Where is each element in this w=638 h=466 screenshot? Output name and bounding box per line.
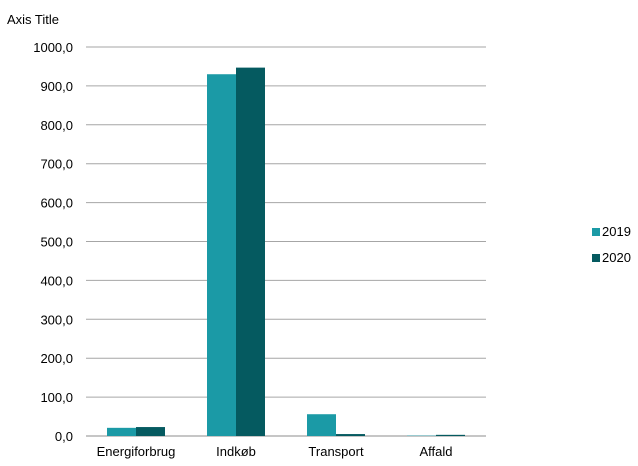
bar-2020-3 [436,435,465,436]
legend: 2019 2020 [592,224,631,265]
y-tick-label: 200,0 [40,351,73,366]
y-tick-label: 900,0 [40,79,73,94]
y-tick-label: 400,0 [40,273,73,288]
bar-2020-1 [236,68,265,436]
legend-swatch-2020 [592,254,600,262]
bar-2020-0 [136,427,165,436]
legend-label: 2019 [602,224,631,239]
y-tick-label: 100,0 [40,390,73,405]
legend-label: 2020 [602,250,631,265]
y-tick-label: 800,0 [40,118,73,133]
bars [107,68,465,436]
y-tick-label: 1000,0 [33,40,73,55]
bar-2019-0 [107,428,136,436]
legend-swatch-2019 [592,228,600,236]
x-tick-label: Indkøb [216,444,256,459]
gridlines [86,47,486,436]
x-tick-label: Affald [419,444,452,459]
bar-2020-2 [336,434,365,436]
x-tick-label: Energiforbrug [97,444,176,459]
y-tick-label: 500,0 [40,235,73,250]
y-tick-label: 600,0 [40,196,73,211]
y-axis-title: Axis Title [7,12,59,27]
bar-2019-1 [207,74,236,436]
x-tick-labels: Energiforbrug Indkøb Transport Affald [97,444,453,459]
x-tick-label: Transport [308,444,364,459]
y-tick-label: 300,0 [40,312,73,327]
y-tick-label: 700,0 [40,157,73,172]
bar-2019-2 [307,414,336,436]
y-tick-labels: 0,0 100,0 200,0 300,0 400,0 500,0 600,0 700,0 80… [33,40,73,444]
y-tick-label: 0,0 [55,429,73,444]
